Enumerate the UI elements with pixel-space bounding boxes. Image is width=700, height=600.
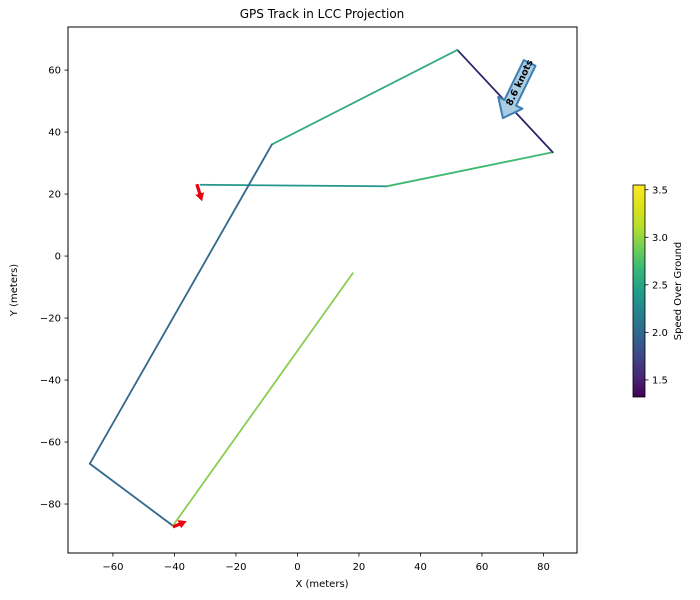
- gps-track-line: [88, 49, 554, 527]
- y-tick-label: 20: [48, 190, 61, 201]
- y-tick-label: 0: [55, 252, 61, 263]
- colorbar-tick-label: 3.5: [652, 185, 668, 196]
- track-segment: [88, 462, 174, 527]
- track-segment: [171, 272, 354, 527]
- speed-annotation-arrow: 8.6 knots: [497, 58, 537, 120]
- y-tick-label: −60: [40, 438, 61, 449]
- track-segment: [199, 183, 388, 188]
- colorbar-tick-label: 2.5: [652, 280, 668, 291]
- colorbar-tick-label: 1.5: [652, 375, 668, 386]
- x-tick-label: 20: [353, 562, 366, 573]
- chart-title: GPS Track in LCC Projection: [240, 7, 405, 21]
- colorbar-tick-label: 2.0: [652, 328, 668, 339]
- quiver-arrow-icon: [195, 183, 204, 202]
- y-tick-label: −40: [40, 376, 61, 387]
- x-tick-label: 0: [294, 562, 300, 573]
- quiver-arrow-icon: [172, 520, 187, 529]
- x-tick-label: −60: [102, 562, 123, 573]
- track-segment: [271, 49, 459, 146]
- colorbar-tick-label: 3.0: [652, 233, 668, 244]
- heading-arrows: [172, 183, 204, 529]
- x-axis-label: X (meters): [295, 579, 348, 590]
- colorbar-label: Speed Over Ground: [673, 242, 684, 341]
- axes-frame: [67, 26, 578, 554]
- track-segment: [385, 151, 554, 188]
- x-tick-label: −20: [225, 562, 246, 573]
- x-tick-label: 40: [414, 562, 427, 573]
- colorbar-ticks: 3.5 3.0 2.5 2.0 1.5: [645, 185, 668, 386]
- x-tick-label: 60: [476, 562, 489, 573]
- x-tick-label: 80: [537, 562, 550, 573]
- y-tick-label: 40: [48, 128, 61, 139]
- y-tick-label: 60: [48, 66, 61, 77]
- annotation-speed-text: 8.6 knots: [504, 58, 536, 108]
- x-tick-label: −40: [164, 562, 185, 573]
- fancy-arrow-icon: [497, 59, 537, 120]
- track-segment: [88, 143, 273, 465]
- y-tick-label: −20: [40, 314, 61, 325]
- y-axis-label: Y (meters): [9, 264, 20, 317]
- colorbar: 3.5 3.0 2.5 2.0 1.5 Speed Over Ground: [632, 184, 684, 398]
- y-tick-label: −80: [40, 500, 61, 511]
- axis-ticks: −60 −40 −20 0 20 40 60 80 60 40 20 0 −20 −40 −60 −80: [40, 66, 550, 573]
- colorbar-gradient: [632, 184, 646, 398]
